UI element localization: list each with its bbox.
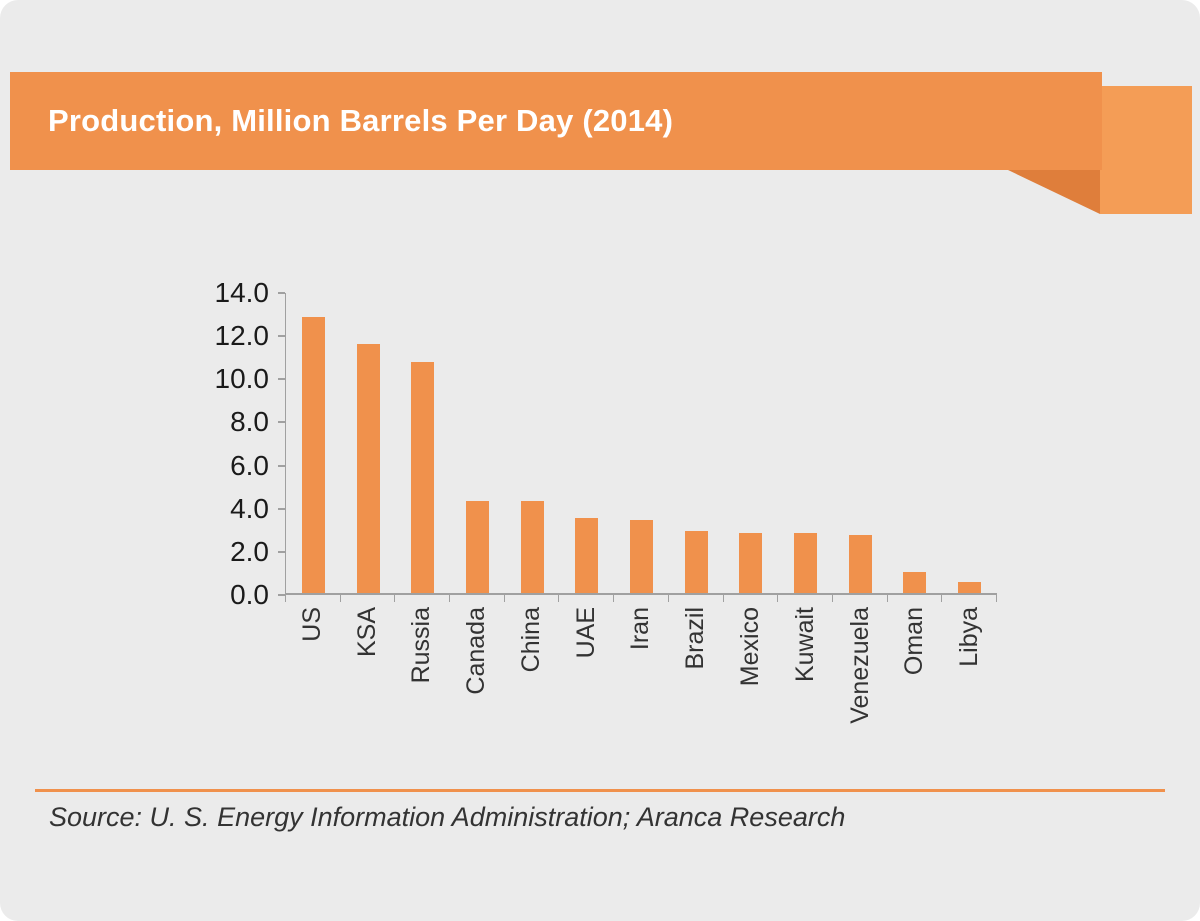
y-tick-label: 6.0: [230, 449, 269, 481]
bar-us: [301, 316, 325, 593]
bar-slot: [614, 293, 669, 593]
x-axis-label: Mexico: [736, 607, 764, 687]
x-axis-label: Venezuela: [845, 607, 874, 724]
x-tick-mark: [341, 595, 396, 602]
y-tick-mark: [278, 335, 285, 338]
y-tick-mark: [278, 378, 285, 381]
x-tick-mark: [833, 595, 888, 602]
x-axis-label: Iran: [626, 607, 655, 651]
bar-slot: [341, 293, 396, 593]
x-label-slot: US: [285, 607, 340, 724]
y-tick-label: 8.0: [230, 406, 269, 438]
x-label-slot: KSA: [340, 607, 395, 724]
bar-slot: [395, 293, 450, 593]
x-tick-mark: [942, 595, 997, 602]
x-axis-labels: US KSA Russia Canada China UAE Iran Brazil Mexic…: [285, 607, 997, 724]
x-tick-mark: [778, 595, 833, 602]
y-tick-label: 2.0: [230, 535, 269, 567]
bar-slot: [505, 293, 560, 593]
x-axis-label: US: [297, 607, 326, 642]
x-label-slot: Iran: [614, 607, 669, 724]
x-tick-mark: [614, 595, 669, 602]
x-tick-mark: [395, 595, 451, 602]
bar-slot: [888, 293, 943, 593]
x-label-slot: Oman: [887, 607, 942, 724]
bar-uae: [575, 518, 599, 593]
x-label-slot: Brazil: [668, 607, 723, 724]
x-axis-label: UAE: [571, 607, 600, 659]
x-tick-mark: [505, 595, 560, 602]
bar-slot: [450, 293, 505, 593]
x-label-slot: Kuwait: [778, 607, 833, 724]
x-axis-label: Libya: [955, 607, 984, 667]
x-axis-label: Brazil: [681, 607, 710, 670]
bar-china: [520, 500, 544, 593]
x-axis-label: Kuwait: [790, 607, 819, 683]
bar-slot: [942, 293, 997, 593]
bar-ksa: [356, 344, 380, 593]
y-tick-mark: [278, 550, 285, 553]
bar-oman: [903, 571, 927, 593]
bar-slot: [833, 293, 888, 593]
x-axis-label: Oman: [900, 607, 929, 676]
y-tick-label: 0.0: [230, 579, 269, 610]
source-text: Source: U. S. Energy Information Adminis…: [49, 802, 846, 832]
ribbon-fold: [1008, 170, 1100, 214]
ribbon-tail: [1100, 86, 1192, 214]
y-tick-mark: [278, 464, 285, 467]
x-label-slot: UAE: [559, 607, 614, 724]
y-tick-label: 14.0: [214, 277, 270, 308]
bar-slot: [669, 293, 724, 593]
bar-slot: [286, 293, 341, 593]
y-tick-mark: [278, 292, 285, 294]
x-tick-mark: [724, 595, 779, 602]
x-tick-mark: [559, 595, 615, 602]
y-tick-label: 10.0: [214, 363, 270, 395]
x-tick-mark: [450, 595, 505, 602]
y-tick-mark: [278, 594, 285, 596]
plot-area: [285, 293, 997, 595]
y-axis-labels: 0.0 2.0 4.0 6.0 8.0 10.0 12.0 14.0: [214, 279, 285, 609]
x-label-slot: China: [504, 607, 559, 724]
bar-libya: [958, 582, 982, 593]
y-tick-label: 4.0: [230, 492, 269, 524]
bar-canada: [465, 500, 489, 593]
page-title: Production, Million Barrels Per Day (201…: [48, 103, 674, 138]
x-axis-label: KSA: [352, 607, 381, 658]
x-axis-label: Canada: [462, 607, 491, 695]
y-tick-mark: [278, 421, 285, 424]
y-tick-mark: [278, 507, 285, 510]
bar-slot: [724, 293, 779, 593]
x-label-slot: Mexico: [723, 607, 778, 724]
x-tick-mark: [888, 595, 943, 602]
y-tick-label: 12.0: [214, 320, 270, 352]
x-axis-label: Russia: [407, 607, 436, 684]
bar-venezuela: [848, 535, 872, 593]
bar-iran: [629, 520, 653, 593]
bar-mexico: [739, 533, 763, 593]
bar-kuwait: [794, 533, 818, 593]
x-label-slot: Russia: [395, 607, 450, 724]
x-tick-mark: [669, 595, 724, 602]
x-axis-label: China: [516, 607, 545, 673]
x-label-slot: Canada: [449, 607, 504, 724]
title-banner: Production, Million Barrels Per Day (201…: [10, 72, 1102, 170]
bar-slot: [778, 293, 833, 593]
bar-chart: 0.0 2.0 4.0 6.0 8.0 10.0 12.0 14.0 US KSA Russia C…: [214, 279, 997, 724]
x-label-slot: Libya: [942, 607, 997, 724]
footer-divider: [35, 789, 1165, 792]
bar-russia: [411, 361, 435, 593]
x-label-slot: Venezuela: [833, 607, 888, 724]
x-tick-row: [285, 595, 997, 602]
bar-brazil: [684, 530, 708, 593]
bar-slot: [559, 293, 614, 593]
x-tick-mark: [286, 595, 341, 602]
